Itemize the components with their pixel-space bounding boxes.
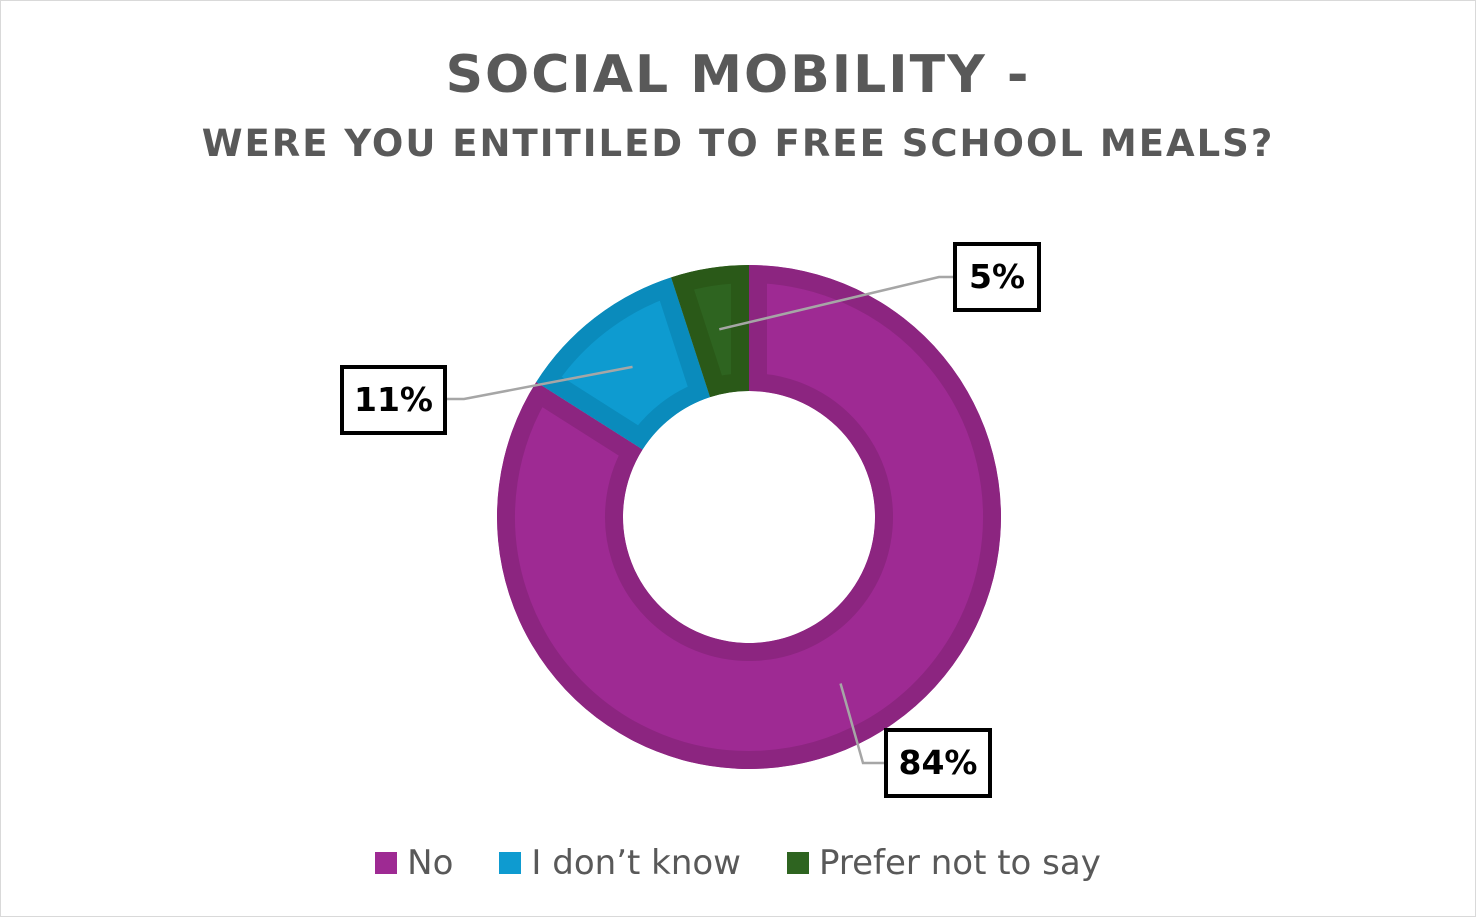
data-label-dont-know: 11% bbox=[340, 365, 447, 435]
leader-line-2 bbox=[718, 275, 955, 331]
legend-item-prefer-not: Prefer not to say bbox=[786, 843, 1101, 883]
legend-label: Prefer not to say bbox=[818, 843, 1101, 883]
data-label-no: 84% bbox=[884, 728, 992, 798]
chart-title: SOCIAL MOBILITY - bbox=[445, 45, 1031, 105]
legend-label: I don’t know bbox=[531, 843, 741, 883]
leader-line-0 bbox=[839, 683, 886, 765]
legend-swatch bbox=[786, 852, 809, 874]
legend-item-no: No bbox=[375, 843, 453, 883]
data-label-prefer-not: 5% bbox=[953, 242, 1041, 312]
legend-swatch bbox=[499, 852, 522, 874]
leader-line-1 bbox=[444, 365, 633, 401]
chart-subtitle: WERE YOU ENTITILED TO FREE SCHOOL MEALS? bbox=[201, 122, 1275, 165]
legend-item-dont-know: I don’t know bbox=[499, 843, 741, 883]
legend-label: No bbox=[407, 843, 454, 883]
legend: No I don’t know Prefer not to say bbox=[1, 843, 1475, 883]
legend-swatch bbox=[375, 852, 398, 874]
